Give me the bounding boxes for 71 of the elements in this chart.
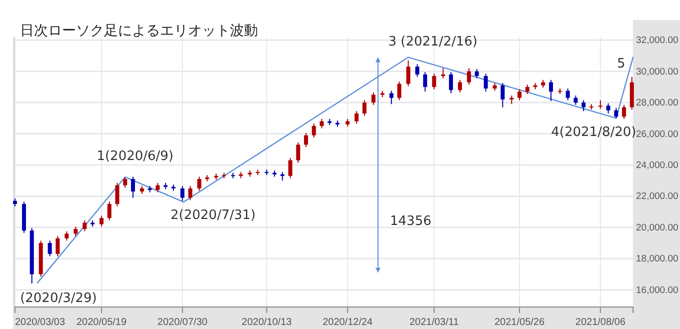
candlestick — [180, 186, 184, 202]
candlestick — [598, 100, 602, 110]
candlestick — [320, 118, 324, 129]
candlestick — [406, 60, 410, 87]
candlestick — [312, 123, 316, 138]
candlestick — [64, 230, 69, 242]
candlestick — [474, 68, 479, 79]
candlestick — [466, 68, 471, 86]
y-tick-label: 28,000.00 — [636, 98, 678, 109]
x-tick-label: 2020/07/30 — [157, 317, 208, 328]
y-tick-label: 20,000.00 — [636, 222, 678, 234]
candlestick — [74, 226, 78, 236]
x-tick-label: 2021/03/11 — [409, 317, 460, 328]
y-tick-label: 24,000.00 — [636, 160, 678, 172]
candlestick — [288, 157, 292, 179]
candlestick — [441, 68, 446, 79]
candlestick — [484, 73, 488, 92]
candlestick — [188, 186, 192, 201]
candlestick — [389, 90, 394, 105]
line-series — [36, 56, 634, 284]
x-tick-label: 2021/08/06 — [575, 317, 626, 328]
candlestick — [415, 64, 420, 78]
x-tick-label: 2020/10/13 — [242, 317, 292, 328]
candlestick — [614, 108, 618, 119]
x-tick-label: 2020/03/03 — [15, 317, 66, 328]
candlestick — [566, 88, 570, 101]
y-tick-label: 22,000.00 — [636, 191, 678, 202]
candlestick — [156, 182, 160, 193]
candlestick — [606, 102, 610, 114]
annotation: 5 — [617, 56, 626, 72]
annotation: 4(2021/8/20) — [551, 125, 636, 140]
annotation: 2(2020/7/31) — [170, 208, 256, 223]
candlestick — [296, 142, 300, 164]
candlestick — [130, 176, 135, 198]
y-tick-label: 26,000.00 — [636, 128, 678, 140]
y-tick-label: 18,000.00 — [636, 254, 678, 265]
candlestick — [107, 201, 112, 221]
y-tick-label: 16,000.00 — [636, 284, 678, 296]
candlestick — [115, 182, 120, 207]
candlestick — [518, 88, 522, 101]
candlestick — [82, 220, 87, 232]
candlestick — [458, 79, 462, 93]
candlestick — [397, 80, 402, 101]
y-tick-label: 30,000.00 — [636, 66, 678, 78]
candlestick — [548, 79, 553, 102]
candlestick — [56, 235, 60, 257]
x-tick-label: 2020/05/19 — [76, 317, 127, 328]
candlestick — [100, 215, 104, 228]
annotation: 14356 — [390, 214, 432, 229]
x-tick-label: 2021/05/26 — [494, 317, 545, 328]
candlestick — [123, 176, 128, 188]
candlestick — [304, 132, 308, 148]
candlestick — [500, 82, 505, 108]
candlestick — [362, 100, 366, 116]
candlestick — [423, 72, 428, 92]
candlestick — [525, 84, 530, 94]
candlestick — [622, 104, 626, 120]
candlestick — [48, 240, 52, 257]
candlestick — [448, 72, 453, 94]
candlestick — [354, 110, 359, 124]
y-tick-label: 32,000.00 — [636, 35, 678, 46]
annotation: (2020/3/29) — [20, 290, 97, 306]
candlestick — [432, 73, 436, 90]
candlestick — [371, 92, 376, 106]
annotation: 1(2020/6/9) — [96, 148, 174, 164]
candlestick — [197, 176, 202, 192]
candlestick — [582, 100, 586, 112]
candlestick — [574, 95, 578, 106]
annotation: 3 (2021/2/16) — [388, 34, 478, 50]
x-tick-label: 2020/12/24 — [322, 317, 374, 328]
chart-title: 日次ローソク足によるエリオット波動 — [20, 23, 258, 39]
